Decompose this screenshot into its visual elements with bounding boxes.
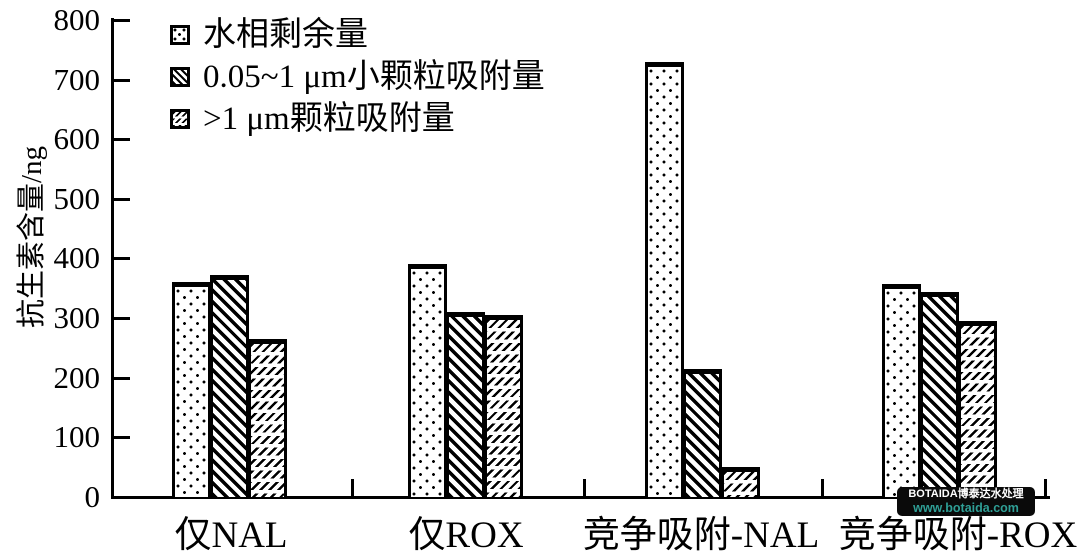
bar-dashed-rows	[248, 339, 287, 497]
bar-diagonal-hatch	[920, 292, 959, 497]
legend-label: >1 μm颗粒吸附量	[203, 101, 455, 137]
bar-diagonal-hatch	[446, 312, 485, 497]
y-tick-mark	[114, 257, 130, 260]
y-tick-label: 700	[53, 62, 101, 97]
bar-dots	[172, 282, 211, 497]
y-tick-label: 0	[84, 479, 101, 514]
y-tick-label: 800	[53, 2, 101, 37]
bar-dots	[882, 284, 921, 497]
x-tick-mark	[1044, 479, 1047, 496]
y-tick-label: 400	[53, 240, 101, 275]
bar-diagonal-hatch	[210, 275, 249, 497]
bar-diagonal-hatch	[683, 369, 722, 497]
legend-item-aqueous: 水相剩余量	[170, 14, 545, 56]
y-tick-mark	[114, 317, 130, 320]
legend-swatch-diagonal-hatch-icon	[170, 67, 190, 87]
bar-dashed-rows	[721, 467, 760, 497]
y-tick-mark	[114, 198, 130, 201]
legend-item-small-particles: 0.05~1 μm小颗粒吸附量	[170, 56, 545, 98]
y-tick-mark	[114, 138, 130, 141]
x-tick-mark	[583, 479, 586, 496]
legend-label: 水相剩余量	[203, 17, 368, 53]
y-tick-mark	[114, 79, 130, 82]
y-tick-label: 100	[53, 419, 101, 454]
y-tick-label: 500	[53, 181, 101, 216]
legend-item-large-particles: >1 μm颗粒吸附量	[170, 98, 545, 140]
y-tick-label: 600	[53, 121, 101, 156]
bar-dashed-rows	[484, 315, 523, 497]
y-tick-mark	[114, 19, 130, 22]
y-tick-label: 300	[53, 300, 101, 335]
legend-label: 0.05~1 μm小颗粒吸附量	[203, 59, 545, 95]
watermark: BOTAIDA博泰达水处理 www.botaida.com	[897, 487, 1035, 516]
x-axis-line	[111, 496, 1050, 499]
y-tick-label: 200	[53, 360, 101, 395]
legend-swatch-dashed-rows-icon	[170, 109, 190, 129]
watermark-url: www.botaida.com	[913, 501, 1019, 515]
x-category-label: 竞争吸附-ROX	[838, 515, 1078, 554]
legend: 水相剩余量 0.05~1 μm小颗粒吸附量 >1 μm颗粒吸附量	[170, 14, 545, 140]
y-tick-mark	[114, 436, 130, 439]
bar-dots	[645, 62, 684, 497]
x-category-label: 仅ROX	[408, 515, 524, 554]
x-category-label: 仅NAL	[174, 515, 288, 554]
bar-dashed-rows	[958, 321, 997, 497]
y-axis-line	[111, 18, 114, 499]
watermark-brand-text: BOTAIDA博泰达水处理	[908, 488, 1024, 500]
x-tick-mark	[821, 479, 824, 496]
bar-dots	[408, 264, 447, 497]
legend-swatch-dots-icon	[170, 25, 190, 45]
x-tick-mark	[351, 479, 354, 496]
y-tick-mark	[114, 377, 130, 380]
x-category-label: 竞争吸附-NAL	[582, 515, 820, 554]
